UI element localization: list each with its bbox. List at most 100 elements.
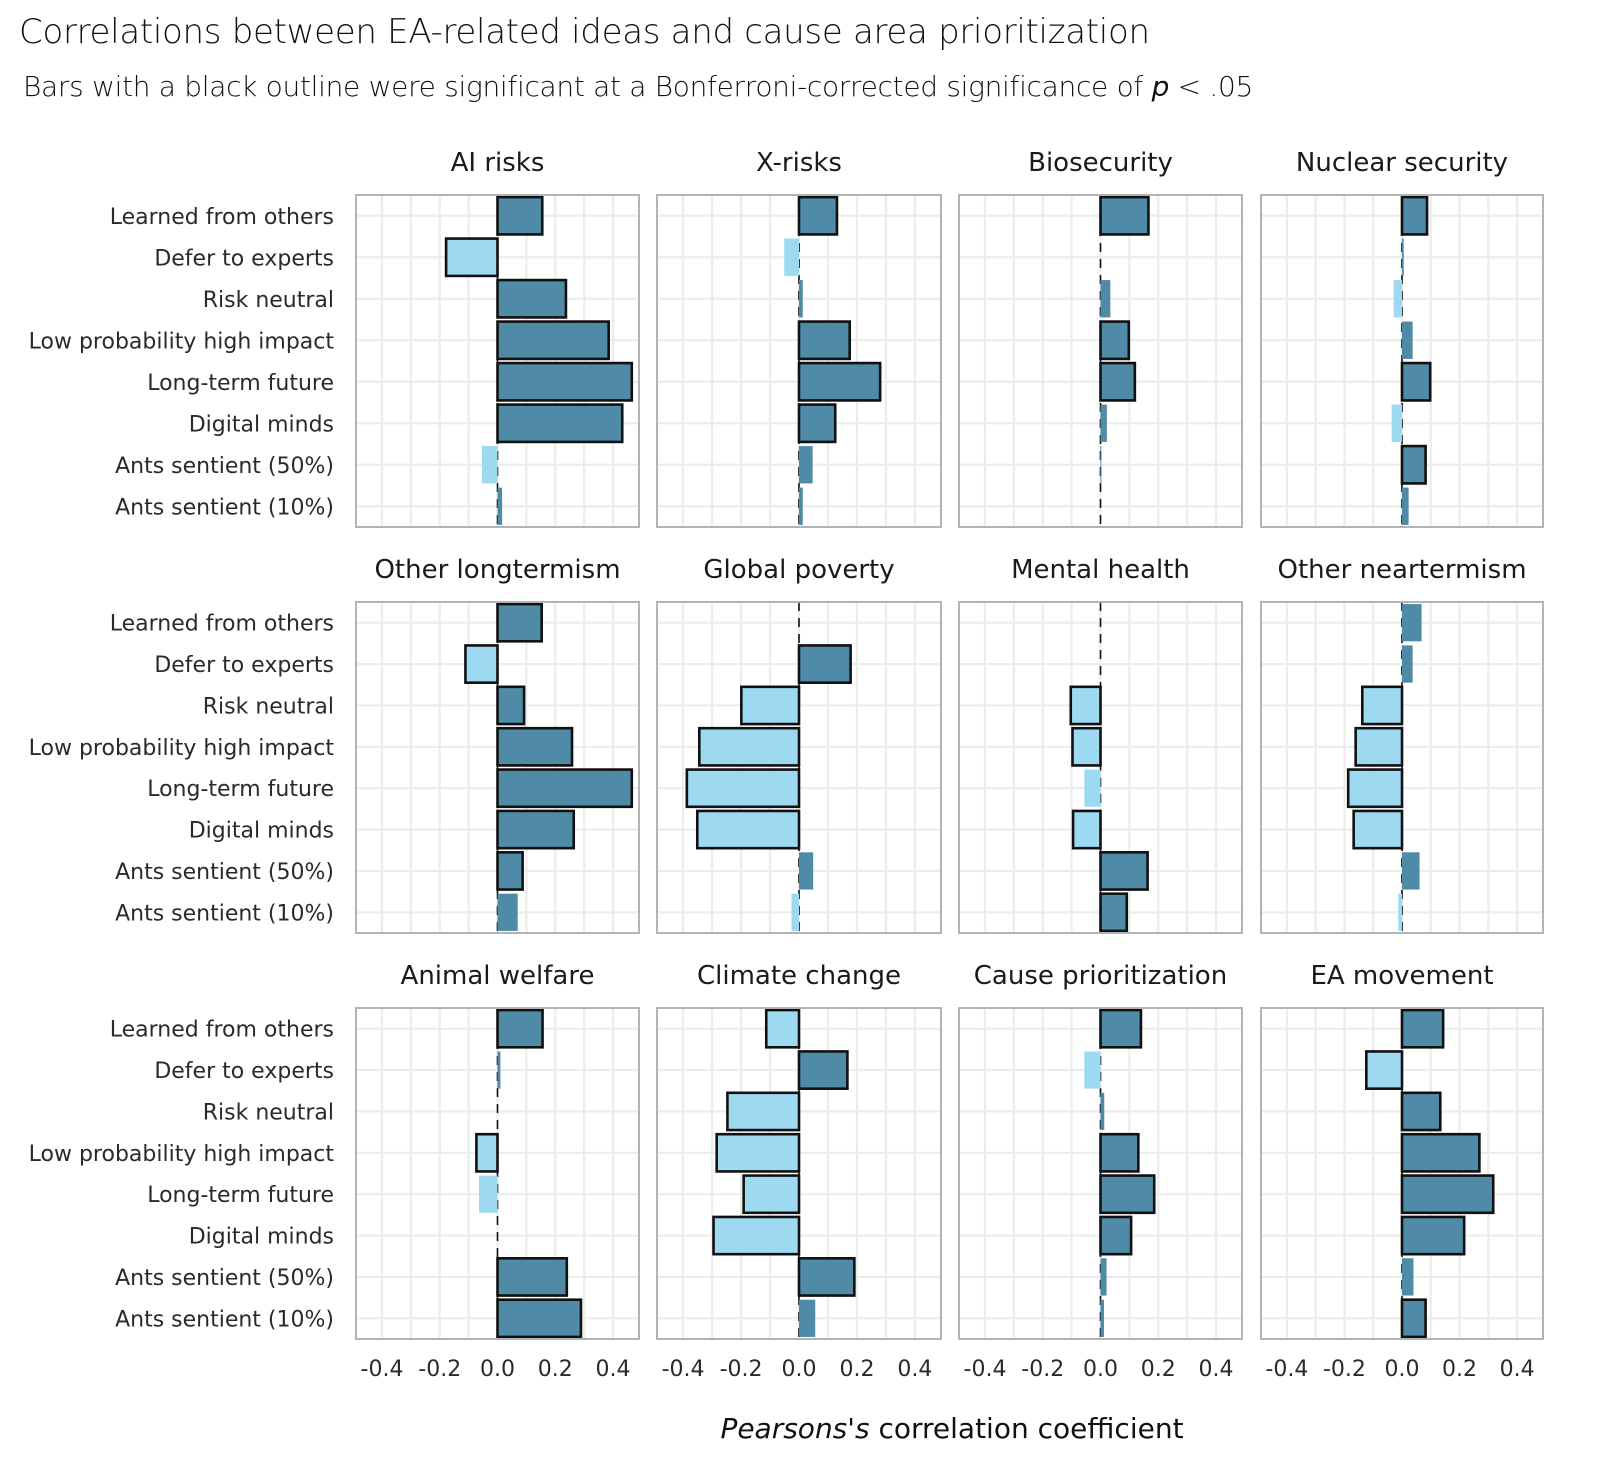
x-tick-label: -0.4 (1265, 1357, 1308, 1382)
bar (1402, 487, 1409, 525)
x-tick-label: 0.4 (897, 1357, 932, 1382)
facet-title: Other neartermism (1277, 555, 1526, 585)
bar (797, 403, 837, 444)
x-tick-label: -0.2 (418, 1357, 461, 1382)
bar (1402, 645, 1413, 683)
category-label: Risk neutral (203, 288, 334, 313)
category-label: Defer to experts (154, 1059, 334, 1084)
category-label: Defer to experts (154, 653, 334, 678)
x-tick-label: 0.4 (1199, 1357, 1234, 1382)
bar (797, 320, 852, 361)
bar (1400, 444, 1427, 485)
panels-layer: AI risks Learned from others Defer to expe… (29, 148, 1544, 1340)
facet-title: Global poverty (703, 555, 894, 585)
x-axis-title: Pearsons's correlation coefficient (720, 1412, 1183, 1445)
category-label: Ants sentient (50%) (115, 860, 334, 885)
panel-mental-health: Mental health (958, 555, 1243, 934)
bar (799, 487, 803, 525)
bar (1352, 809, 1404, 850)
panel-border (656, 601, 942, 934)
bar (496, 320, 610, 361)
bar (698, 726, 801, 767)
bar (1354, 726, 1404, 767)
bar (1400, 1091, 1442, 1132)
bar (1402, 604, 1422, 642)
bar (1398, 893, 1402, 931)
category-label: Ants sentient (10%) (115, 495, 334, 520)
bar (1400, 1132, 1481, 1173)
bar (496, 403, 624, 444)
facet-title: Nuclear security (1296, 148, 1508, 178)
bar (1400, 1008, 1445, 1049)
bar (1069, 685, 1102, 726)
bar (496, 195, 544, 236)
category-label: Risk neutral (203, 1100, 334, 1125)
panel-border (1260, 1007, 1544, 1340)
x-tick-label: -0.4 (964, 1357, 1007, 1382)
bar (695, 809, 801, 850)
category-label: Learned from others (110, 612, 334, 637)
x-axis-ticks: -0.4 -0.2 0.0 0.2 0.4 -0.4 -0.2 0.0 0.2 0.4 -0.4 -0… (361, 1357, 1535, 1382)
panel-border (656, 1007, 942, 1340)
bar (1099, 1174, 1156, 1215)
bar (496, 1008, 544, 1049)
facet-title: Animal welfare (401, 961, 595, 991)
bar (496, 685, 526, 726)
category-label: Learned from others (110, 1018, 334, 1043)
bar (784, 238, 799, 276)
panel-border (958, 194, 1243, 528)
bar (712, 1215, 801, 1256)
x-tick-label: 0.4 (1500, 1357, 1535, 1382)
facet-title: AI risks (451, 148, 545, 178)
bar (1402, 1258, 1414, 1296)
bar (740, 685, 801, 726)
bar (479, 1175, 498, 1213)
x-tick-label: 0.4 (596, 1357, 631, 1382)
category-label: Long-term future (147, 371, 334, 396)
category-label: Ants sentient (50%) (115, 454, 334, 479)
bar (799, 280, 803, 318)
bar (1391, 404, 1402, 442)
bar (1402, 321, 1413, 359)
bar (1360, 685, 1404, 726)
panel-border (1260, 194, 1544, 528)
x-tick-label: -0.2 (720, 1357, 763, 1382)
bar (496, 809, 576, 850)
category-label: Learned from others (110, 205, 334, 230)
bar (797, 1050, 849, 1090)
subtitle-threshold: < .05 (1169, 70, 1254, 103)
bar (1071, 726, 1102, 767)
panel-border (1260, 601, 1544, 934)
category-label: Defer to experts (154, 246, 334, 271)
category-label: Long-term future (147, 1183, 334, 1208)
bar (1402, 238, 1404, 276)
category-label: Ants sentient (10%) (115, 1307, 334, 1332)
bar (1100, 404, 1107, 442)
bar (1099, 851, 1149, 891)
bar (791, 893, 799, 931)
bar (1084, 1051, 1101, 1089)
facet-title: Cause prioritization (974, 961, 1227, 991)
category-label: Long-term future (147, 777, 334, 802)
bar (1099, 892, 1129, 933)
bar (1084, 769, 1101, 807)
panel-border (355, 601, 640, 934)
facet-title: Other longtermism (374, 555, 620, 585)
x-tick-label: 0.0 (480, 1357, 515, 1382)
category-label: Low probability high impact (29, 329, 335, 354)
bar (497, 487, 503, 525)
bar (496, 851, 524, 891)
panel-ea-movement: EA movement (1260, 961, 1544, 1340)
bar (742, 1174, 801, 1215)
subtitle-p-symbol: p (1151, 70, 1170, 103)
category-label: Ants sentient (50%) (115, 1266, 334, 1291)
panel-border (958, 1007, 1243, 1340)
category-label: Digital minds (189, 1225, 334, 1250)
facet-title: Biosecurity (1028, 148, 1173, 178)
bar (496, 361, 634, 402)
bar (1100, 280, 1111, 318)
x-tick-label: -0.4 (662, 1357, 705, 1382)
bar (1099, 1132, 1140, 1173)
bar (1400, 1174, 1495, 1215)
